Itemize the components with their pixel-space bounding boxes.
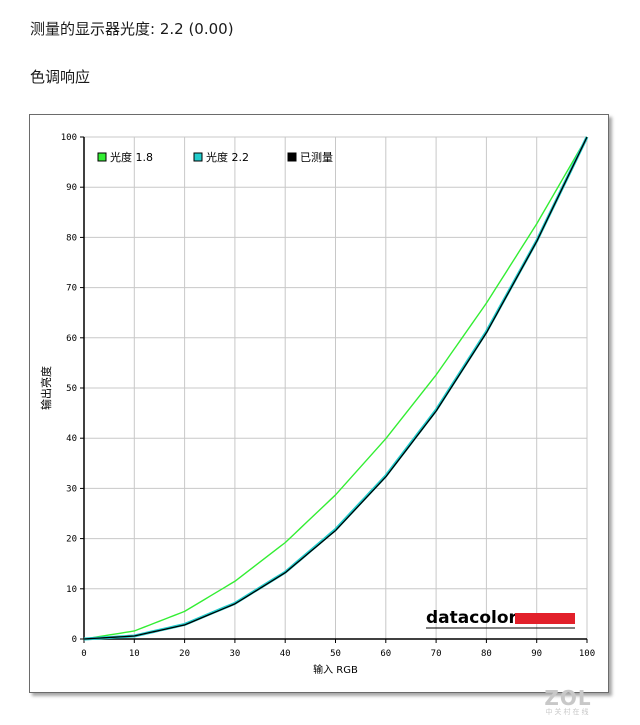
legend-swatch-3 — [287, 152, 297, 162]
x-tick-label: 100 — [579, 649, 595, 659]
measured-gamma-text: 测量的显示器光度: 2.2 (0.00) — [30, 20, 234, 38]
x-tick-label: 90 — [531, 649, 542, 659]
series-line-3 — [83, 136, 588, 640]
y-axis-title: 输出亮度 — [39, 366, 53, 410]
y-tick-label: 50 — [66, 384, 77, 394]
legend-swatch-1 — [97, 152, 107, 162]
x-tick-label: 0 — [81, 649, 86, 659]
datacolor-logo-bar — [515, 613, 575, 624]
x-tick-label: 20 — [179, 649, 190, 659]
x-tick-label: 70 — [431, 649, 442, 659]
x-tick-label: 40 — [280, 649, 291, 659]
y-tick-label: 100 — [61, 133, 77, 143]
x-tick-label: 10 — [129, 649, 140, 659]
x-tick-label: 60 — [380, 649, 391, 659]
y-tick-label: 40 — [66, 434, 77, 444]
tone-response-title: 色调响应 — [30, 68, 91, 86]
watermark-logo: ZOL — [544, 686, 592, 710]
datacolor-logo-text: datacolor — [426, 608, 518, 628]
tone-response-chart: 0 10 20 30 40 50 60 70 80 90 100 0 10 20 30 40 50 60 70 80 9… — [29, 114, 609, 693]
y-tick-label: 60 — [66, 334, 77, 344]
series-line-1 — [83, 136, 588, 640]
legend-label-1: 光度 1.8 — [110, 150, 153, 164]
x-tick-label: 30 — [229, 649, 240, 659]
watermark-subtext: 中关村在线 — [545, 708, 591, 716]
zol-watermark: ZOL 中关村在线 — [538, 688, 598, 717]
y-tick-label: 20 — [66, 535, 77, 545]
y-tick-label: 10 — [66, 585, 77, 595]
y-tick-label: 0 — [72, 635, 77, 645]
y-tick-label: 30 — [66, 484, 77, 494]
legend-swatch-2 — [193, 152, 203, 162]
legend-label-2: 光度 2.2 — [206, 150, 249, 164]
chart-svg: 0 10 20 30 40 50 60 70 80 90 100 0 10 20 30 40 50 60 70 80 9… — [39, 133, 595, 676]
y-tick-label: 70 — [66, 284, 77, 294]
x-tick-label: 50 — [330, 649, 341, 659]
legend-label-3: 已测量 — [300, 151, 333, 164]
y-tick-label: 90 — [66, 183, 77, 193]
x-tick-label: 80 — [481, 649, 492, 659]
x-axis-title: 输入 RGB — [313, 663, 358, 676]
y-tick-label: 80 — [66, 233, 77, 243]
